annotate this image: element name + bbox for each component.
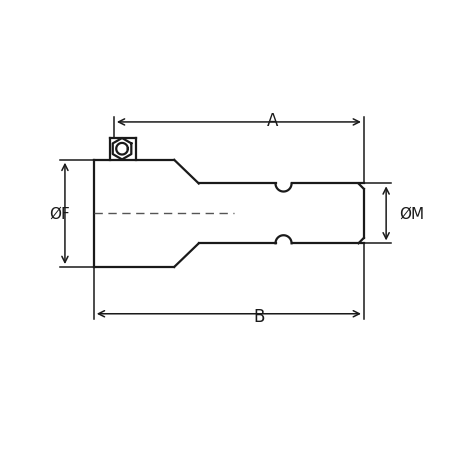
Text: ØF: ØF bbox=[49, 207, 70, 221]
Text: ØM: ØM bbox=[399, 207, 424, 221]
Text: A: A bbox=[266, 112, 277, 129]
Text: B: B bbox=[253, 308, 264, 325]
